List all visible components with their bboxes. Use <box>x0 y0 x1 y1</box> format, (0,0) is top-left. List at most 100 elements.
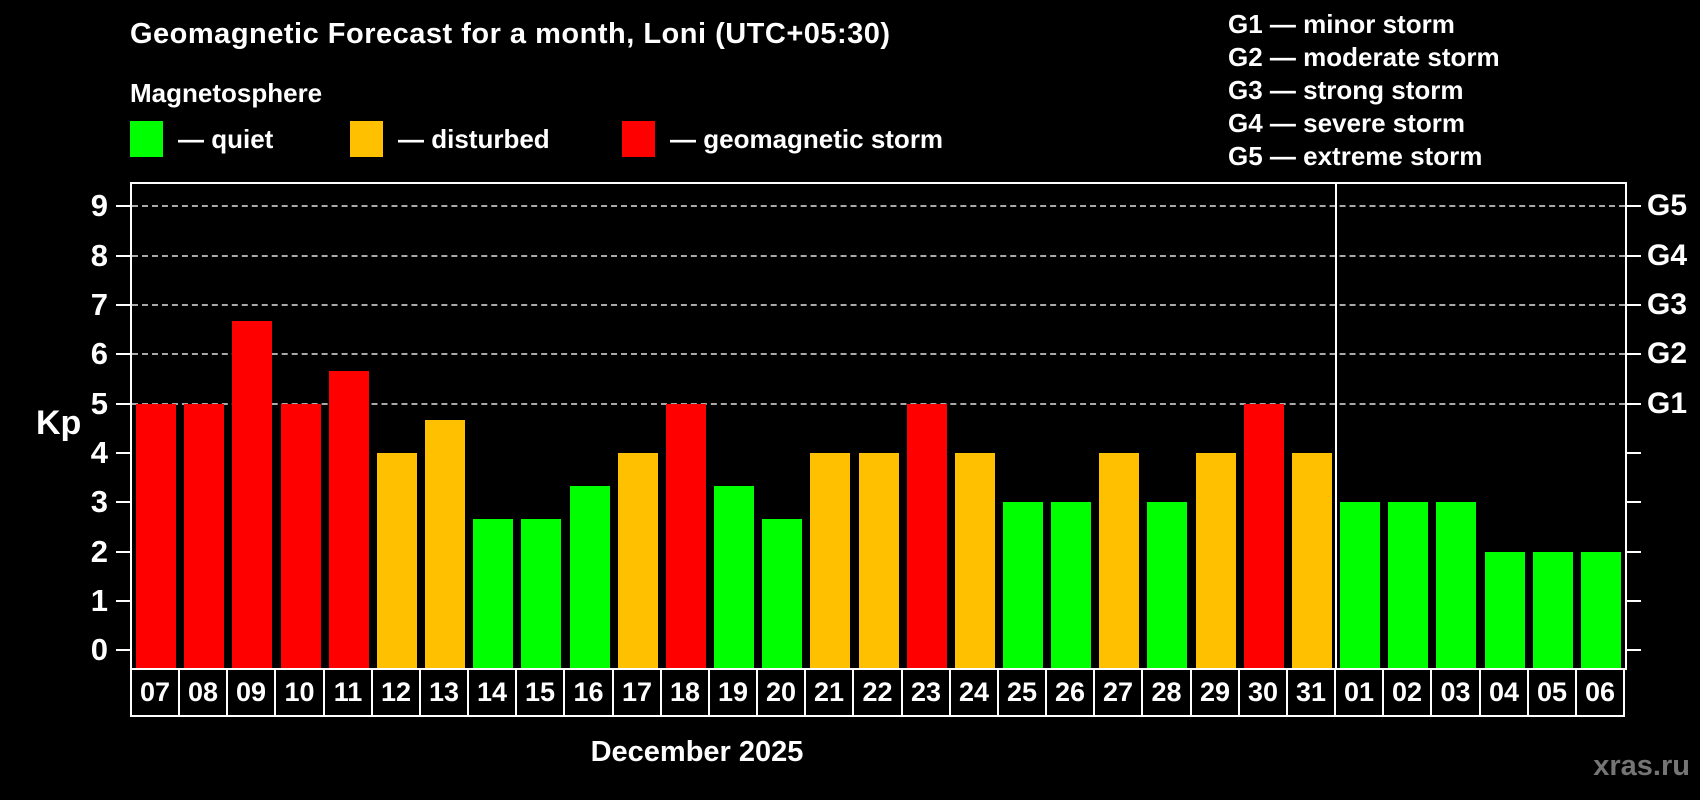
y-axis-tick-left-2 <box>116 550 130 553</box>
g-legend-item-g3: G3 — strong storm <box>1228 75 1464 105</box>
day-label-08: 08 <box>178 668 228 717</box>
legend-item-disturbed: — disturbed <box>350 120 550 158</box>
kp-bar-day-23 <box>906 403 947 670</box>
kp-bar-day-26 <box>1051 502 1092 670</box>
y-axis-tick-right-9 <box>1627 205 1641 208</box>
g-legend-item-g5: G5 — extreme storm <box>1228 141 1483 171</box>
day-label-21: 21 <box>804 668 854 717</box>
g-level-label-g2: G2 <box>1647 337 1688 371</box>
g-level-label-g3: G3 <box>1647 287 1688 321</box>
day-label-24: 24 <box>949 668 999 717</box>
y-axis-tick-right-7 <box>1627 303 1641 306</box>
day-label-12: 12 <box>371 668 421 717</box>
kp-bar-day-28 <box>1147 502 1188 670</box>
y-axis-tick-left-8 <box>116 254 130 257</box>
y-axis-tick-left-4 <box>116 451 130 454</box>
plot-area: 0 1 2 3 4 5 G1 6 G2 7 G3 8 G4 9 G5 <box>91 182 1687 670</box>
kp-bar-day-08 <box>184 403 225 670</box>
kp-bar-day-27 <box>1099 452 1140 670</box>
day-label-31: 31 <box>1286 668 1336 717</box>
day-label-02: 02 <box>1382 668 1432 717</box>
day-label-15: 15 <box>515 668 565 717</box>
y-axis-tick-left-7 <box>116 303 130 306</box>
y-axis-tick-right-8 <box>1627 254 1641 257</box>
day-label-09: 09 <box>226 668 276 717</box>
kp-bar-day-21 <box>810 452 851 670</box>
quiet-color-swatch-icon <box>130 121 163 157</box>
kp-bar-day-07 <box>136 403 177 670</box>
day-label-23: 23 <box>901 668 951 717</box>
day-label-05: 05 <box>1527 668 1577 717</box>
day-label-29: 29 <box>1190 668 1240 717</box>
y-axis-tick-right-1 <box>1627 599 1641 602</box>
day-label-19: 19 <box>708 668 758 717</box>
day-label-26: 26 <box>1045 668 1095 717</box>
y-tick-label-2: 2 <box>90 533 108 569</box>
g-scale-legend: G1 — minor storm G2 — moderate storm G3 — … <box>1228 8 1500 173</box>
kp-bar-day-12 <box>376 452 417 670</box>
day-label-30: 30 <box>1238 668 1288 717</box>
kp-bar-day-18 <box>665 403 706 670</box>
gridline-kp-9 <box>132 205 1625 208</box>
y-axis-tick-right-5 <box>1627 402 1641 405</box>
y-tick-label-6: 6 <box>90 336 108 372</box>
gridline-kp-6 <box>132 353 1625 356</box>
y-axis-tick-right-6 <box>1627 353 1641 356</box>
y-tick-label-5: 5 <box>90 385 108 421</box>
kp-bar-day-19 <box>714 485 755 670</box>
kp-bar-day-20 <box>762 518 803 670</box>
kp-bar-day-06 <box>1580 551 1621 670</box>
g-legend-item-g2: G2 — moderate storm <box>1228 42 1500 72</box>
kp-bar-day-22 <box>858 452 899 670</box>
kp-bar-day-24 <box>954 452 995 670</box>
day-label-01: 01 <box>1334 668 1384 717</box>
y-tick-label-1: 1 <box>90 582 108 618</box>
day-label-25: 25 <box>997 668 1047 717</box>
legend-item-quiet: — quiet <box>130 120 273 158</box>
gridline-kp-7 <box>132 303 1625 306</box>
y-tick-label-8: 8 <box>90 237 108 273</box>
kp-bar-day-04 <box>1484 551 1525 670</box>
watermark: xras.ru <box>1593 750 1690 782</box>
y-axis-tick-right-4 <box>1627 451 1641 454</box>
g-level-label-g4: G4 <box>1647 238 1688 272</box>
y-tick-label-4: 4 <box>90 434 108 470</box>
kp-bar-day-31 <box>1291 452 1332 670</box>
day-label-22: 22 <box>852 668 903 717</box>
y-axis-tick-left-3 <box>116 501 130 504</box>
kp-bar-day-09 <box>232 321 273 670</box>
legend-label-storm: — geomagnetic storm <box>670 123 944 154</box>
day-label-10: 10 <box>274 668 325 717</box>
legend-item-storm: — geomagnetic storm <box>622 120 943 158</box>
day-label-27: 27 <box>1093 668 1143 717</box>
y-axis-title: Kp <box>36 404 82 442</box>
y-tick-label-3: 3 <box>90 484 108 520</box>
kp-bar-day-25 <box>1002 502 1043 670</box>
g-legend-item-g1: G1 — minor storm <box>1228 9 1455 39</box>
day-label-11: 11 <box>323 668 373 717</box>
y-axis-tick-right-2 <box>1627 550 1641 553</box>
x-axis-day-labels: 07 08 09 10 11 12 13 14 15 16 17 18 19 20 21 22 23 24 25 26… <box>130 668 1625 717</box>
kp-bar-day-30 <box>1243 403 1284 670</box>
legend-label-disturbed: — disturbed <box>398 123 550 154</box>
x-axis-title: December 2025 <box>590 736 804 768</box>
kp-bar-day-10 <box>280 403 321 670</box>
y-axis-tick-right-0 <box>1627 649 1641 652</box>
kp-bar-day-13 <box>425 419 466 670</box>
y-axis-tick-left-5 <box>116 402 130 405</box>
day-label-13: 13 <box>419 668 469 717</box>
kp-bar-day-01 <box>1340 502 1381 670</box>
day-label-28: 28 <box>1141 668 1192 717</box>
month-separator-line <box>1335 184 1338 670</box>
y-axis-tick-left-9 <box>116 205 130 208</box>
gridline-kp-5 <box>132 402 1625 405</box>
y-axis-tick-left-0 <box>116 649 130 652</box>
day-label-03: 03 <box>1430 668 1481 717</box>
kp-bar-day-14 <box>473 518 514 670</box>
kp-bar-day-03 <box>1436 502 1477 670</box>
kp-bar-day-15 <box>521 518 562 670</box>
g-level-label-g1: G1 <box>1647 386 1688 420</box>
g-legend-item-g4: G4 — severe storm <box>1228 108 1466 138</box>
kp-bar-day-29 <box>1195 452 1236 670</box>
